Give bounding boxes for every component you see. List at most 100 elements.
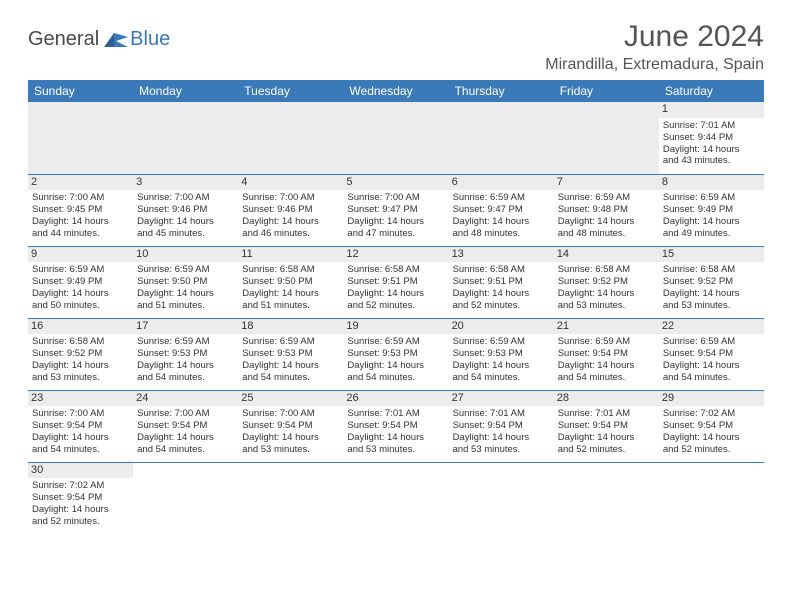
sunrise-text: Sunrise: 7:00 AM (242, 408, 339, 420)
daylight-text: Daylight: 14 hours (32, 288, 129, 300)
calendar-week-row: 23Sunrise: 7:00 AMSunset: 9:54 PMDayligh… (28, 390, 764, 462)
sunset-text: Sunset: 9:54 PM (663, 348, 760, 360)
calendar-day-cell: 10Sunrise: 6:59 AMSunset: 9:50 PMDayligh… (133, 246, 238, 318)
day-number: 22 (659, 319, 764, 335)
calendar-day-cell (238, 462, 343, 534)
sunrise-text: Sunrise: 7:00 AM (347, 192, 444, 204)
daylight-text: Daylight: 14 hours (242, 360, 339, 372)
sunrise-text: Sunrise: 6:59 AM (137, 264, 234, 276)
sunset-text: Sunset: 9:45 PM (32, 204, 129, 216)
daylight-text: Daylight: 14 hours (32, 360, 129, 372)
calendar-day-cell (449, 462, 554, 534)
day-number: 11 (238, 247, 343, 263)
daylight-text: Daylight: 14 hours (242, 288, 339, 300)
day-number: 18 (238, 319, 343, 335)
daylight-text: Daylight: 14 hours (32, 432, 129, 444)
sunrise-text: Sunrise: 6:58 AM (558, 264, 655, 276)
sunset-text: Sunset: 9:54 PM (32, 420, 129, 432)
daylight-text: Daylight: 14 hours (137, 288, 234, 300)
calendar-day-cell (28, 102, 133, 174)
day-number: 8 (659, 175, 764, 191)
calendar-day-cell (449, 102, 554, 174)
sunrise-text: Sunrise: 7:00 AM (137, 408, 234, 420)
calendar-day-cell: 18Sunrise: 6:59 AMSunset: 9:53 PMDayligh… (238, 318, 343, 390)
title-block: June 2024 Mirandilla, Extremadura, Spain (545, 20, 764, 74)
calendar-day-cell: 12Sunrise: 6:58 AMSunset: 9:51 PMDayligh… (343, 246, 448, 318)
sunset-text: Sunset: 9:54 PM (347, 420, 444, 432)
calendar-day-cell (238, 102, 343, 174)
calendar-day-cell: 27Sunrise: 7:01 AMSunset: 9:54 PMDayligh… (449, 390, 554, 462)
day-number: 6 (449, 175, 554, 191)
calendar-day-cell: 21Sunrise: 6:59 AMSunset: 9:54 PMDayligh… (554, 318, 659, 390)
daylight-text: Daylight: 14 hours (453, 216, 550, 228)
sunset-text: Sunset: 9:54 PM (558, 348, 655, 360)
header-saturday: Saturday (659, 80, 764, 102)
sunrise-text: Sunrise: 7:02 AM (32, 480, 129, 492)
sunset-text: Sunset: 9:52 PM (32, 348, 129, 360)
calendar-week-row: 2Sunrise: 7:00 AMSunset: 9:45 PMDaylight… (28, 174, 764, 246)
day-number: 10 (133, 247, 238, 263)
daylight-text: Daylight: 14 hours (453, 360, 550, 372)
sunrise-text: Sunrise: 6:58 AM (453, 264, 550, 276)
day-number: 2 (28, 175, 133, 191)
daylight-text: and 50 minutes. (32, 300, 129, 312)
sunset-text: Sunset: 9:54 PM (32, 492, 129, 504)
daylight-text: Daylight: 14 hours (242, 432, 339, 444)
sunset-text: Sunset: 9:52 PM (663, 276, 760, 288)
sunset-text: Sunset: 9:54 PM (137, 420, 234, 432)
calendar-day-cell: 16Sunrise: 6:58 AMSunset: 9:52 PMDayligh… (28, 318, 133, 390)
daylight-text: Daylight: 14 hours (558, 216, 655, 228)
sunrise-text: Sunrise: 7:00 AM (242, 192, 339, 204)
calendar-day-cell: 15Sunrise: 6:58 AMSunset: 9:52 PMDayligh… (659, 246, 764, 318)
day-number: 27 (449, 391, 554, 407)
sunset-text: Sunset: 9:50 PM (242, 276, 339, 288)
day-number: 3 (133, 175, 238, 191)
calendar-day-cell: 29Sunrise: 7:02 AMSunset: 9:54 PMDayligh… (659, 390, 764, 462)
header-tuesday: Tuesday (238, 80, 343, 102)
daylight-text: Daylight: 14 hours (663, 144, 760, 156)
sunrise-text: Sunrise: 6:59 AM (558, 336, 655, 348)
page-header: General Blue June 2024 Mirandilla, Extre… (28, 20, 764, 74)
calendar-day-cell (343, 102, 448, 174)
calendar-day-cell: 20Sunrise: 6:59 AMSunset: 9:53 PMDayligh… (449, 318, 554, 390)
sunrise-text: Sunrise: 6:59 AM (453, 336, 550, 348)
calendar-day-cell: 3Sunrise: 7:00 AMSunset: 9:46 PMDaylight… (133, 174, 238, 246)
logo-text-general: General (28, 28, 99, 51)
day-number: 29 (659, 391, 764, 407)
daylight-text: and 45 minutes. (137, 228, 234, 240)
daylight-text: Daylight: 14 hours (453, 288, 550, 300)
day-number: 15 (659, 247, 764, 263)
sunset-text: Sunset: 9:48 PM (558, 204, 655, 216)
calendar-week-row: 1Sunrise: 7:01 AMSunset: 9:44 PMDaylight… (28, 102, 764, 174)
sunrise-text: Sunrise: 7:00 AM (32, 192, 129, 204)
header-thursday: Thursday (449, 80, 554, 102)
sunset-text: Sunset: 9:44 PM (663, 132, 760, 144)
calendar-day-cell: 25Sunrise: 7:00 AMSunset: 9:54 PMDayligh… (238, 390, 343, 462)
calendar-day-cell: 28Sunrise: 7:01 AMSunset: 9:54 PMDayligh… (554, 390, 659, 462)
sunrise-text: Sunrise: 6:59 AM (137, 336, 234, 348)
day-number: 24 (133, 391, 238, 407)
day-number: 4 (238, 175, 343, 191)
daylight-text: and 47 minutes. (347, 228, 444, 240)
calendar-day-cell: 14Sunrise: 6:58 AMSunset: 9:52 PMDayligh… (554, 246, 659, 318)
sunset-text: Sunset: 9:47 PM (453, 204, 550, 216)
daylight-text: and 53 minutes. (347, 444, 444, 456)
sunset-text: Sunset: 9:54 PM (663, 420, 760, 432)
sunset-text: Sunset: 9:54 PM (558, 420, 655, 432)
sunrise-text: Sunrise: 6:58 AM (663, 264, 760, 276)
daylight-text: and 54 minutes. (558, 372, 655, 384)
daylight-text: Daylight: 14 hours (137, 216, 234, 228)
daylight-text: and 53 minutes. (663, 300, 760, 312)
sunset-text: Sunset: 9:51 PM (453, 276, 550, 288)
day-number: 1 (659, 102, 764, 118)
header-sunday: Sunday (28, 80, 133, 102)
sunset-text: Sunset: 9:51 PM (347, 276, 444, 288)
daylight-text: Daylight: 14 hours (663, 216, 760, 228)
sunset-text: Sunset: 9:49 PM (32, 276, 129, 288)
day-number: 28 (554, 391, 659, 407)
sunset-text: Sunset: 9:53 PM (347, 348, 444, 360)
daylight-text: and 54 minutes. (242, 372, 339, 384)
sunrise-text: Sunrise: 7:00 AM (137, 192, 234, 204)
daylight-text: and 53 minutes. (453, 444, 550, 456)
location-subtitle: Mirandilla, Extremadura, Spain (545, 56, 764, 74)
